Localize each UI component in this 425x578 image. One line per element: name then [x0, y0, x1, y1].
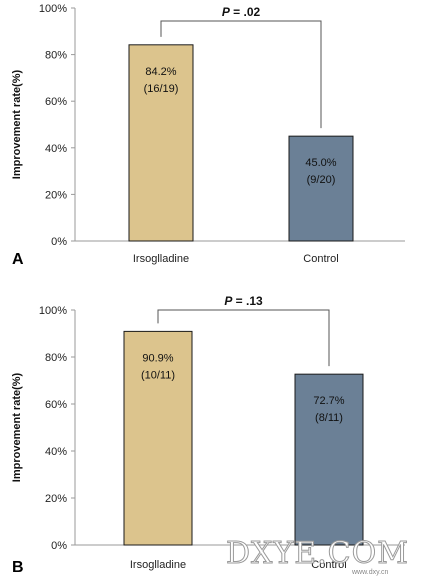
category-label: Irsoglladine — [133, 253, 189, 265]
y-tick-label: 40% — [45, 143, 67, 155]
bar — [294, 373, 364, 546]
bar-count-label: (10/11) — [141, 369, 175, 381]
category-label: Irsoglladine — [130, 559, 186, 571]
y-tick-label: 0% — [51, 540, 67, 552]
bar-value-label: 72.7% — [313, 395, 344, 407]
y-tick-label: 100% — [39, 3, 67, 15]
y-tick-label: 20% — [45, 189, 67, 201]
p-value-label: P = .02 — [222, 5, 261, 19]
bar-count-label: (8/11) — [315, 412, 343, 424]
panel-label-a: A — [12, 251, 24, 268]
significance-bracket — [157, 309, 330, 367]
category-label: Control — [303, 253, 338, 265]
bar-value-label: 45.0% — [305, 157, 336, 169]
y-tick-label: 80% — [45, 352, 67, 364]
y-tick-label: 100% — [39, 305, 67, 317]
y-axis-label: Improvement rate(%) — [11, 372, 23, 482]
p-value-label: P = .13 — [224, 294, 263, 308]
watermark: DXYE.COM — [226, 536, 409, 571]
category-label: Control — [311, 559, 346, 571]
bar-value-label: 84.2% — [145, 66, 176, 78]
chart-panel-a: 0% 20% 40% 60% 80% 100% Improvement rate(%) 84.… — [11, 3, 405, 265]
watermark-small: www.dxy.cn — [351, 569, 389, 576]
y-tick-label: 60% — [45, 399, 67, 411]
bar-count-label: (16/19) — [144, 83, 179, 95]
bar — [123, 330, 193, 546]
bar-value-label: 90.9% — [142, 352, 173, 364]
bar-count-label: (9/20) — [307, 174, 336, 186]
significance-bracket — [160, 20, 322, 129]
y-tick-label: 60% — [45, 96, 67, 108]
y-tick-label: 80% — [45, 50, 67, 62]
chart-panel-b: 0% 20% 40% 60% 80% 100% Improvement rate(%) 90.… — [11, 294, 405, 571]
bar — [288, 135, 354, 242]
y-tick-label: 0% — [51, 236, 67, 248]
y-tick-label: 20% — [45, 493, 67, 505]
y-axis-label: Improvement rate(%) — [11, 69, 23, 179]
panel-label-b: B — [12, 559, 24, 576]
bar — [128, 44, 194, 242]
y-tick-label: 40% — [45, 446, 67, 458]
